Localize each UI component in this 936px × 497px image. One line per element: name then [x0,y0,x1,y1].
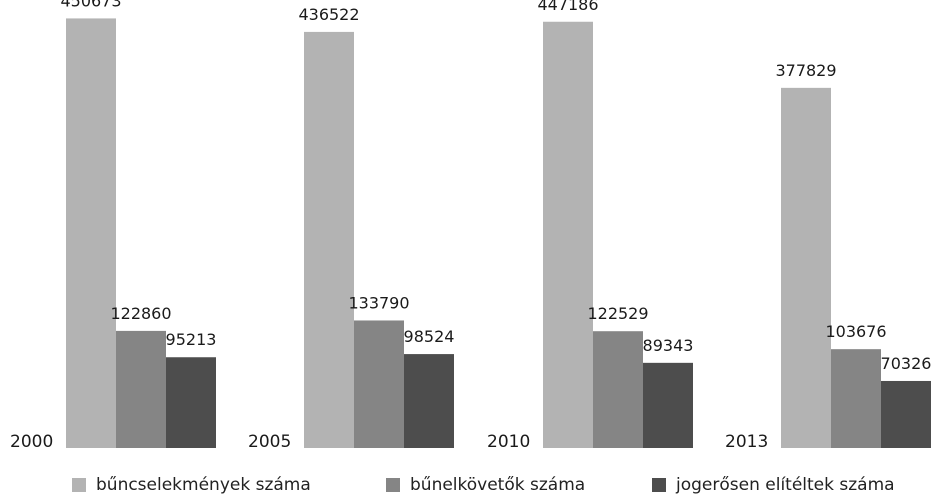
bar [354,320,404,448]
legend-item-jogerosen-elitel: jogerősen elítéltek száma [652,474,895,496]
data-label: 450673 [60,0,121,10]
bar [404,354,454,448]
data-label: 122860 [110,304,171,323]
legend-item-bunelkovetok: bűnelkövetők száma [386,474,585,496]
data-label: 377829 [775,61,836,80]
legend-label: jogerősen elítéltek száma [676,475,895,495]
bar [304,31,354,448]
legend-label: bűnelkövetők száma [410,475,586,495]
legend-label: bűncselekmények száma [96,475,311,495]
bar [543,21,593,448]
category-label: 2010 [487,432,530,452]
data-label: 89343 [643,336,694,355]
legend: bűncselekmények száma bűnelkövetők száma… [0,474,936,496]
legend-swatch [652,478,666,492]
bar [116,330,166,448]
data-label: 133790 [348,293,409,312]
bar [781,87,831,448]
bar [166,357,216,448]
data-label: 103676 [825,322,886,341]
category-label: 2013 [725,432,768,452]
legend-swatch [386,478,400,492]
data-label: 95213 [166,330,217,349]
category-label: 2000 [10,432,53,452]
legend-item-buncselekmenyek: bűncselekmények száma [72,474,311,496]
bar [881,380,931,448]
data-label: 70326 [881,354,932,373]
legend-swatch [72,478,86,492]
data-label: 447186 [537,0,598,14]
data-label: 98524 [404,327,455,346]
bar [643,362,693,448]
bar-chart: 2000 450673 122860 95213 2005 436522 133790 985… [10,0,932,452]
data-label: 122529 [587,304,648,323]
bar [593,331,643,448]
category-label: 2005 [248,432,291,452]
bar [831,349,881,448]
data-label: 436522 [298,5,359,24]
bar [66,18,116,448]
